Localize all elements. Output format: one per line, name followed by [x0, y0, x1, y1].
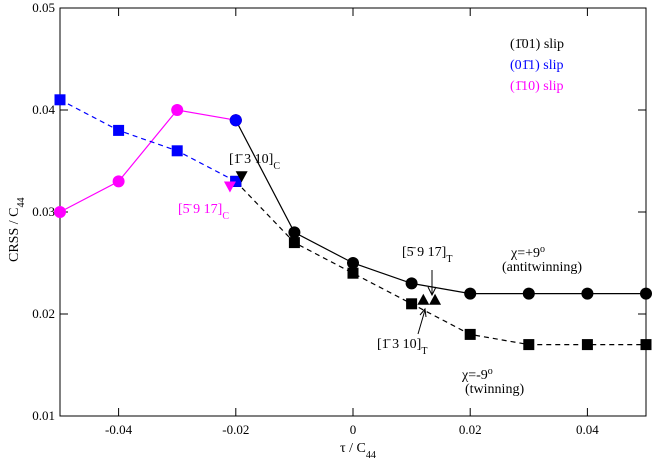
annotation-sub: C: [273, 161, 280, 172]
marker: [429, 293, 442, 305]
annotation-text: (1̄10) slip: [510, 79, 564, 94]
annotation-text: (01̄1) slip: [510, 58, 564, 73]
marker: [288, 226, 301, 239]
annotation: χ=-9o: [461, 366, 493, 384]
arrow-head: [427, 286, 437, 297]
annotation: (twinning): [465, 382, 524, 397]
marker: [522, 287, 535, 300]
arrow: [417, 309, 426, 335]
annotation-text: χ=+9: [510, 246, 540, 261]
series-line: [235, 180, 646, 346]
annotation-text: [5̄ 9 17]: [178, 202, 222, 217]
annotation: (antitwinning): [502, 260, 582, 275]
y-tick-label: 0.04: [32, 102, 55, 117]
arrow-head: [419, 307, 427, 318]
x-axis-label-sub: 44: [366, 450, 376, 460]
y-tick-label: 0.05: [32, 0, 55, 15]
y-tick-label: 0.02: [32, 306, 55, 321]
marker: [288, 237, 300, 249]
annotation: (1̄01) slip: [510, 37, 564, 52]
marker: [54, 206, 66, 218]
marker: [581, 287, 594, 300]
y-tick-label: 0.03: [32, 204, 55, 219]
x-tick-label: -0.02: [222, 422, 249, 437]
y-tick-label: 0.01: [32, 408, 55, 423]
marker: [229, 114, 242, 127]
annotation: [1̄ 3 10]T: [377, 337, 427, 357]
x-tick-label: 0.04: [576, 422, 599, 437]
annotation-text: [5̄ 9 17]: [402, 245, 446, 260]
marker: [171, 145, 183, 157]
annotation-sub: T: [446, 254, 452, 265]
marker: [235, 171, 248, 183]
annotation: (01̄1) slip: [510, 58, 564, 73]
annotation-sub: T: [421, 346, 427, 357]
marker: [640, 339, 652, 351]
marker: [406, 298, 418, 310]
annotation-text: (twinning): [465, 382, 524, 397]
marker: [54, 94, 66, 106]
annotation: [5̄ 9 17]C: [178, 202, 229, 222]
marker: [405, 277, 418, 290]
y-axis-label-sub: 44: [16, 198, 27, 208]
annotation: (1̄10) slip: [510, 79, 564, 94]
annotation-text: [1̄ 3 10]: [377, 337, 421, 352]
annotation-text: (1̄01) slip: [510, 37, 564, 52]
annotation: [1̄ 3 10]C: [229, 152, 280, 172]
annotation-text: [1̄ 3 10]: [229, 152, 273, 167]
marker: [347, 267, 359, 279]
marker: [171, 104, 184, 116]
marker: [523, 339, 535, 351]
y-axis-label-text: CRSS / C: [7, 208, 22, 262]
series-line: [59, 99, 237, 182]
marker: [112, 175, 125, 188]
marker: [230, 175, 242, 187]
annotation-text: (antitwinning): [502, 260, 582, 275]
annotation-sup: o: [540, 244, 545, 255]
marker: [223, 181, 236, 193]
annotation: χ=+9o: [510, 244, 545, 262]
x-tick-label: -0.04: [105, 422, 133, 437]
marker: [347, 257, 359, 269]
marker: [464, 328, 476, 340]
x-axis-label: τ / C44: [340, 441, 376, 460]
marker: [113, 124, 125, 136]
marker: [464, 287, 477, 300]
marker: [417, 293, 430, 305]
marker: [640, 287, 652, 300]
series-line: [235, 119, 646, 295]
annotation-sub: C: [222, 211, 229, 222]
x-tick-label: 0: [350, 422, 357, 437]
series-line: [59, 109, 236, 213]
y-axis-label: CRSS / C44: [7, 198, 27, 262]
annotation-text: χ=-9: [461, 368, 488, 383]
annotation: [5̄ 9 17]T: [402, 245, 452, 265]
x-tick-label: 0.02: [459, 422, 482, 437]
marker: [581, 339, 593, 351]
x-axis-label-text: τ / C: [340, 441, 366, 456]
annotation-sup: o: [488, 366, 493, 377]
